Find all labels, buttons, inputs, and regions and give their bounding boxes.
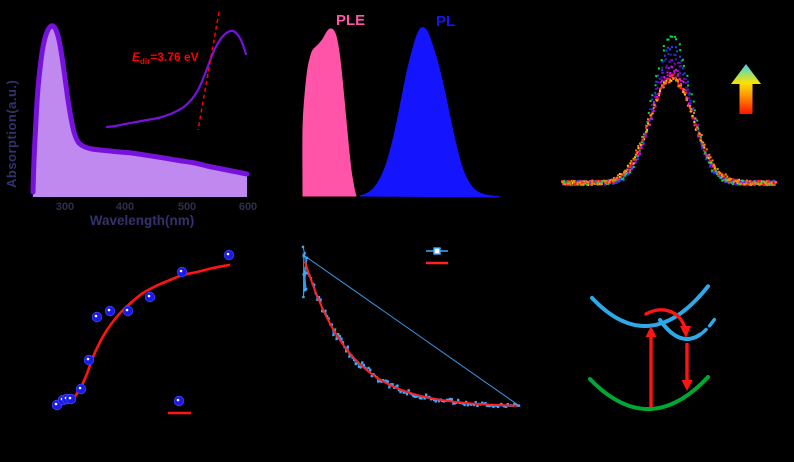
bandgap-symbol: E — [132, 50, 141, 64]
panel-decay — [280, 231, 530, 462]
panel-intensity-scatter — [0, 231, 280, 462]
x-tick-400: 400 — [115, 201, 135, 213]
decay-plot — [301, 245, 521, 409]
panel-absorption: Absorption(a.u.) Wavelength(nm) 300 400 … — [0, 0, 280, 231]
absorption-y-axis-label: Absorption(a.u.) — [4, 79, 19, 188]
bandgap-subscript: dir — [140, 57, 151, 66]
ple-label: PLE — [336, 12, 366, 29]
bandgap-annotation: Edir=3.76 eV — [132, 50, 199, 66]
intensity-scatter-plot — [51, 249, 235, 415]
panel-temperature-pl — [530, 0, 794, 231]
config-diagram — [588, 284, 718, 412]
absorption-x-axis-label: Wavelength(nm) — [89, 213, 195, 228]
panel-ple-pl: PLE PL — [280, 0, 530, 231]
x-tick-300: 300 — [55, 201, 75, 213]
x-tick-500: 500 — [177, 201, 197, 213]
bandgap-value: =3.76 eV — [150, 50, 199, 64]
x-tick-600: 600 — [238, 201, 258, 213]
pl-label: PL — [436, 13, 456, 30]
temperature-pl-plot — [561, 35, 778, 187]
panel-config-diagram — [530, 231, 794, 462]
absorption-plot — [30, 11, 250, 197]
ple-pl-plot — [302, 27, 501, 198]
temperature-up-arrow-icon — [731, 64, 761, 114]
